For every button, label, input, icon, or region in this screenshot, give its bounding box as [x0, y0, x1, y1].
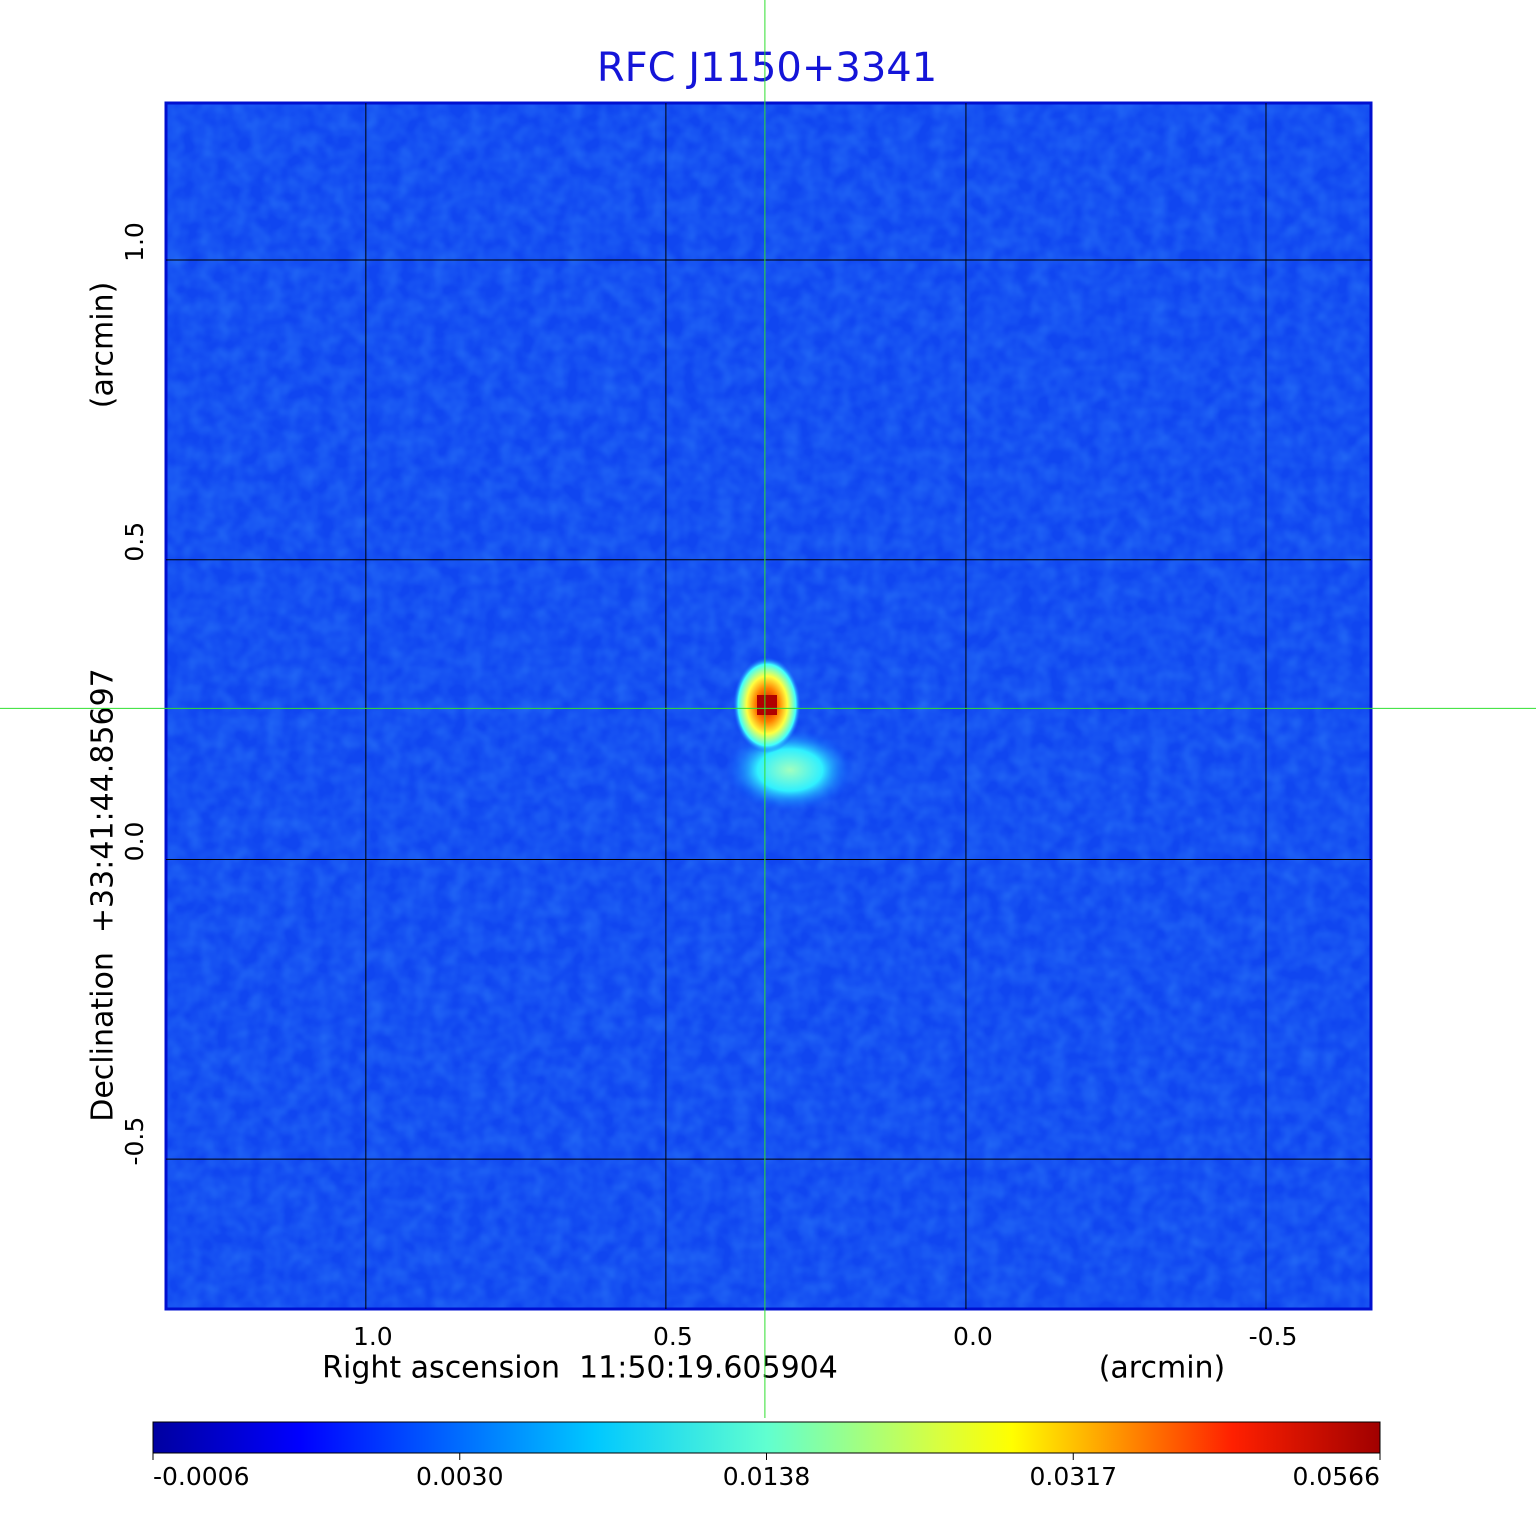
- x-axis-unit: (arcmin): [1099, 1351, 1226, 1386]
- plot-border: [164, 101, 1373, 1311]
- chart-title: RFC J1150+3341: [597, 45, 937, 91]
- colorbar-tick-label: -0.0006: [153, 1462, 250, 1491]
- source-peak: [757, 695, 777, 715]
- y-axis-label: Declination +33:41:44.85697: [86, 668, 121, 1122]
- colorbar-tick-label: 0.0566: [1293, 1462, 1380, 1491]
- y-tick-label: -0.5: [120, 1117, 149, 1166]
- y-axis-unit: (arcmin): [86, 282, 121, 409]
- y-tick-label: 0.5: [120, 522, 149, 562]
- x-tick-label: 0.0: [953, 1322, 993, 1351]
- x-tick-label: 1.0: [353, 1322, 393, 1351]
- x-axis-label: Right ascension 11:50:19.605904: [322, 1351, 838, 1386]
- colorbar: [152, 1421, 1381, 1454]
- x-tick-label: 0.5: [653, 1322, 693, 1351]
- plot-area: [166, 103, 1371, 1309]
- y-tick-label: 1.0: [120, 222, 149, 262]
- colorbar-tick-label: 0.0138: [723, 1462, 810, 1491]
- colorbar-tick-label: 0.0030: [416, 1462, 503, 1491]
- x-tick-label: -0.5: [1249, 1322, 1298, 1351]
- y-tick-label: 0.0: [120, 822, 149, 862]
- colorbar-tick-label: 0.0317: [1030, 1462, 1117, 1491]
